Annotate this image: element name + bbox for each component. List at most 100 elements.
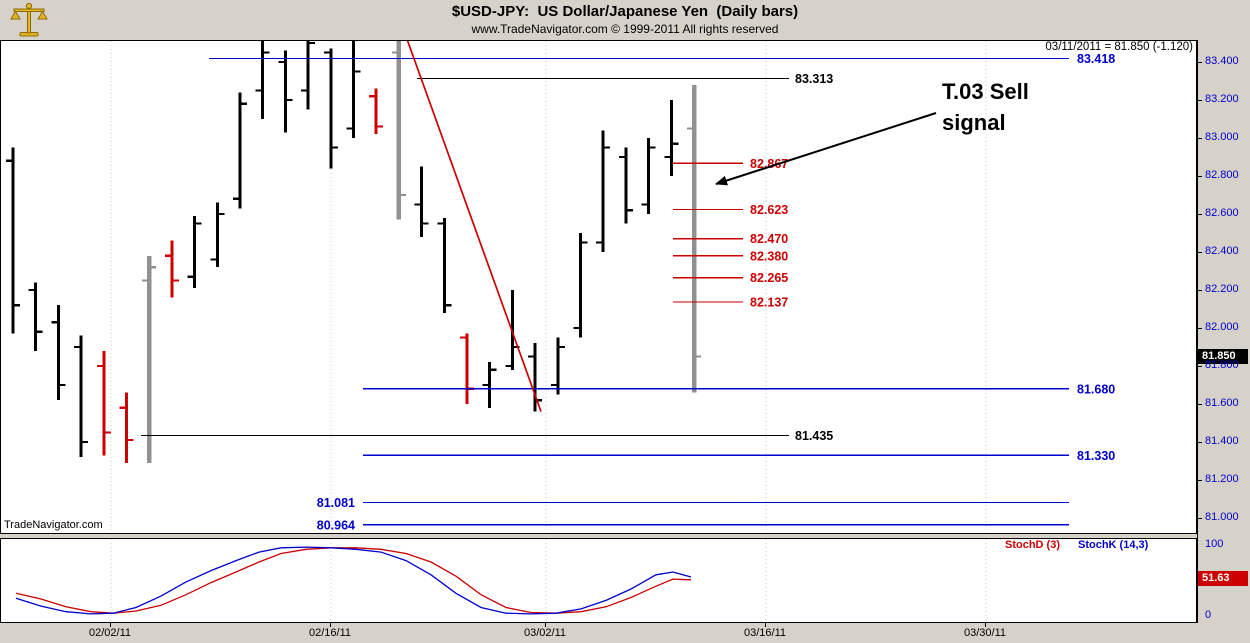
ohlc-bar [460, 333, 474, 404]
price-level-label: 81.081 [317, 496, 355, 510]
ohlc-bar [346, 41, 361, 138]
ohlc-bar [74, 335, 89, 458]
ohlc-bar [596, 130, 611, 252]
tradenavigator-logo-icon[interactable] [8, 2, 50, 38]
price-axis-tick [1198, 480, 1202, 481]
ohlc-bar [528, 343, 543, 412]
date-axis-label: 02/16/11 [308, 627, 351, 639]
price-axis-tick [1198, 214, 1202, 215]
price-axis-tick [1198, 138, 1202, 139]
date-axis-tick [545, 623, 546, 627]
legend-stochd[interactable]: StochD (3) [1005, 539, 1060, 551]
copyright-line: www.TradeNavigator.com © 1999-2011 All r… [471, 22, 779, 36]
price-axis-tick [1198, 252, 1202, 253]
ohlc-bar [550, 337, 565, 395]
price-level-label: 83.313 [795, 72, 833, 86]
price-axis-tick [1198, 442, 1202, 443]
price-level-label: 82.137 [750, 295, 788, 309]
price-level-label: 82.470 [750, 232, 788, 246]
price-level-label: 81.680 [1077, 382, 1115, 396]
price-level-label: 80.964 [317, 518, 355, 532]
date-axis-tick [110, 623, 111, 627]
price-axis-tick [1198, 366, 1202, 367]
price-level-label: 81.435 [795, 429, 833, 443]
date-axis-label: 03/16/11 [743, 627, 786, 639]
ohlc-bar [187, 215, 202, 289]
date-axis-label: 02/02/11 [88, 627, 131, 639]
panel-splitter[interactable] [0, 534, 1197, 538]
date-axis[interactable]: 02/02/11 02/16/11 03/02/11 03/16/11 03/30/11 [0, 623, 1250, 643]
last-quote-readout: 03/11/2011 = 81.850 (-1.120) [1045, 41, 1193, 53]
ohlc-bar [278, 50, 293, 133]
price-axis-tick [1198, 518, 1202, 519]
legend-stochk[interactable]: StochK (14,3) [1078, 539, 1149, 551]
price-axis[interactable]: 81.850 100 0 51.63 83.400 83.200 83.000 82.… [1197, 40, 1250, 623]
price-axis-tick [1198, 404, 1202, 405]
ohlc-bar [482, 362, 497, 408]
ohlc-bar [6, 147, 20, 334]
stoch-axis-0: 0 [1205, 609, 1212, 621]
date-axis-tick [765, 623, 766, 627]
watermark: TradeNavigator.com [4, 519, 103, 531]
stoch-value-badge: 51.63 [1198, 571, 1248, 586]
price-axis-label: 82.800 [1205, 169, 1239, 181]
price-level-label: 81.330 [1077, 449, 1115, 463]
date-axis-label: 03/30/11 [963, 627, 1006, 639]
date-axis-tick [330, 623, 331, 627]
price-level-label: 83.418 [1077, 52, 1115, 66]
ohlc-bar [96, 350, 111, 456]
price-chart-canvas[interactable]: 83.418 83.313 82.867 82.623 82.470 82.380 82.2… [0, 40, 1197, 534]
price-level-label: 82.867 [750, 157, 788, 171]
sell-signal-arrow [715, 112, 937, 186]
price-axis-label: 83.000 [1205, 131, 1239, 143]
last-price-badge: 81.850 [1198, 349, 1248, 364]
price-axis-tick [1198, 290, 1202, 291]
ohlc-bar [233, 92, 247, 209]
sell-signal-annotation: T.03 Sell signal [942, 76, 1029, 138]
price-axis-tick [1198, 100, 1202, 101]
date-axis-label: 03/02/11 [523, 627, 566, 639]
ohlc-bar [573, 233, 588, 338]
ohlc-bar [51, 305, 66, 401]
ohlc-bar [210, 202, 225, 268]
price-axis-label: 81.800 [1205, 359, 1239, 371]
ohlc-bar [164, 240, 179, 298]
ohlc-bar [28, 282, 43, 351]
price-axis-tick [1198, 176, 1202, 177]
trend-line[interactable] [406, 41, 542, 412]
chart-title: $USD-JPY: US Dollar/Japanese Yen (Daily … [451, 3, 799, 20]
stochd-line [15, 547, 692, 614]
price-axis-tick [1198, 328, 1202, 329]
ohlc-bar [301, 41, 316, 110]
sell-signal-line2: signal [942, 110, 1006, 135]
price-axis-label: 82.000 [1205, 321, 1239, 333]
price-axis-label: 81.400 [1205, 435, 1239, 447]
ohlc-bar [142, 255, 157, 463]
stochk-line [15, 546, 692, 615]
price-axis-label: 83.200 [1205, 93, 1239, 105]
price-axis-label: 82.200 [1205, 283, 1239, 295]
price-axis-label: 82.400 [1205, 245, 1239, 257]
ohlc-bar [119, 392, 134, 463]
ohlc-bar [391, 41, 406, 220]
ohlc-bar [664, 100, 679, 176]
price-axis-label: 81.600 [1205, 397, 1239, 409]
ohlc-bar [437, 217, 452, 313]
price-level-label: 82.265 [750, 271, 788, 285]
ohlc-bar [323, 48, 338, 169]
price-axis-label: 81.000 [1205, 511, 1239, 523]
price-level-label: 82.380 [750, 249, 788, 263]
ohlc-bar [414, 166, 429, 237]
ohlc-bar [369, 88, 384, 135]
price-level-label: 82.623 [750, 203, 788, 217]
ohlc-bar [255, 41, 270, 119]
date-axis-tick [985, 623, 986, 627]
price-axis-tick [1198, 62, 1202, 63]
ohlc-bar [618, 147, 633, 224]
stochastic-panel[interactable] [0, 538, 1197, 623]
price-axis-label: 82.600 [1205, 207, 1239, 219]
price-axis-label: 81.200 [1205, 473, 1239, 485]
ohlc-bar [641, 138, 656, 214]
stoch-axis-100: 100 [1205, 538, 1224, 550]
